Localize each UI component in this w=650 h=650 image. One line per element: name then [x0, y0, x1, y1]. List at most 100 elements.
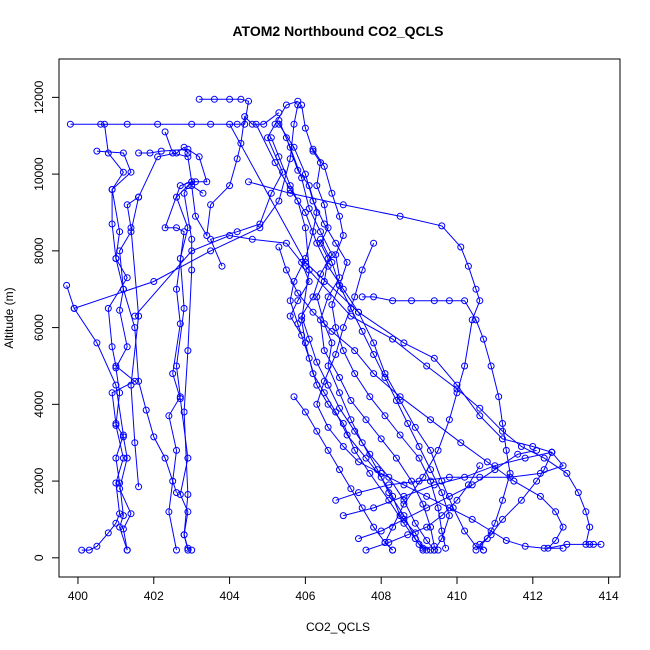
data-point	[188, 182, 196, 190]
data-point	[317, 235, 324, 243]
data-point	[491, 462, 499, 470]
data-point	[188, 266, 196, 274]
data-series	[362, 462, 484, 554]
data-point	[226, 182, 234, 190]
data-point	[180, 304, 188, 312]
data-point	[245, 97, 252, 105]
x-tick-label: 402	[144, 589, 164, 603]
data-point	[282, 101, 290, 109]
data-point	[78, 546, 86, 554]
data-point	[294, 97, 302, 105]
y-tick-label: 2000	[32, 467, 46, 494]
data-point	[491, 466, 499, 474]
data-point	[237, 139, 245, 147]
series-line	[301, 104, 424, 551]
data-point	[127, 228, 135, 236]
data-point	[336, 281, 343, 289]
data-point	[286, 155, 294, 163]
y-tick-label: 12000	[32, 80, 46, 114]
data-point	[415, 443, 423, 450]
data-point	[351, 293, 359, 301]
series-line	[278, 246, 590, 550]
data-point	[552, 508, 560, 516]
data-point	[491, 519, 499, 527]
data-point	[540, 454, 548, 462]
data-point	[536, 469, 544, 477]
data-point	[328, 327, 336, 335]
data-point	[237, 95, 245, 103]
data-point	[563, 540, 571, 548]
data-series	[207, 97, 302, 270]
data-point	[256, 220, 264, 228]
data-point	[483, 458, 491, 466]
data-point	[487, 362, 495, 370]
data-point	[324, 423, 332, 431]
data-point	[457, 243, 465, 251]
data-point	[233, 155, 241, 163]
data-point	[586, 523, 594, 531]
series-line	[70, 123, 128, 551]
data-point	[267, 134, 275, 142]
data-point	[400, 496, 408, 504]
data-point	[362, 454, 370, 462]
data-point	[309, 308, 317, 316]
data-point	[256, 224, 264, 232]
data-point	[290, 143, 298, 151]
series-line	[66, 285, 128, 551]
data-series	[188, 109, 283, 239]
data-point	[286, 297, 294, 305]
data-point	[328, 258, 336, 266]
data-point	[309, 293, 317, 301]
data-point	[119, 168, 127, 176]
data-point	[514, 450, 522, 458]
y-axis-label: Altitude (m)	[2, 287, 16, 348]
data-point	[480, 546, 487, 554]
data-point	[116, 306, 124, 314]
data-point	[157, 147, 165, 155]
data-point	[370, 293, 378, 301]
data-series	[275, 116, 438, 554]
data-point	[332, 496, 340, 504]
data-point	[389, 297, 397, 305]
y-tick-label: 4000	[32, 391, 46, 418]
data-point	[264, 134, 271, 142]
data-point	[298, 312, 306, 320]
data-point	[301, 408, 309, 416]
series-layer	[63, 95, 605, 554]
data-point	[112, 420, 120, 427]
data-point	[559, 523, 567, 531]
data-point	[438, 489, 446, 497]
data-point	[434, 546, 442, 554]
data-point	[472, 316, 480, 324]
data-point	[336, 212, 343, 220]
data-point	[248, 120, 256, 128]
data-point	[453, 385, 461, 393]
data-point	[574, 489, 582, 497]
data-point	[400, 481, 408, 489]
series-line	[229, 123, 553, 551]
data-point	[173, 193, 180, 201]
data-point	[176, 320, 184, 328]
data-point	[480, 335, 487, 343]
data-point	[423, 362, 431, 370]
data-point	[468, 316, 476, 324]
data-point	[282, 134, 290, 142]
data-point	[176, 395, 184, 403]
data-point	[517, 443, 525, 450]
data-point	[506, 469, 514, 477]
data-point	[320, 162, 328, 170]
data-point	[370, 504, 378, 512]
data-point	[135, 149, 143, 157]
data-point	[116, 510, 124, 518]
data-point	[301, 224, 309, 232]
data-point	[112, 381, 120, 389]
data-point	[343, 258, 351, 266]
data-point	[529, 443, 537, 450]
data-point	[320, 278, 328, 285]
data-point	[192, 178, 199, 186]
data-point	[468, 481, 476, 489]
data-point	[559, 544, 567, 552]
data-point	[464, 481, 472, 489]
data-point	[275, 243, 283, 251]
data-point	[476, 540, 484, 548]
